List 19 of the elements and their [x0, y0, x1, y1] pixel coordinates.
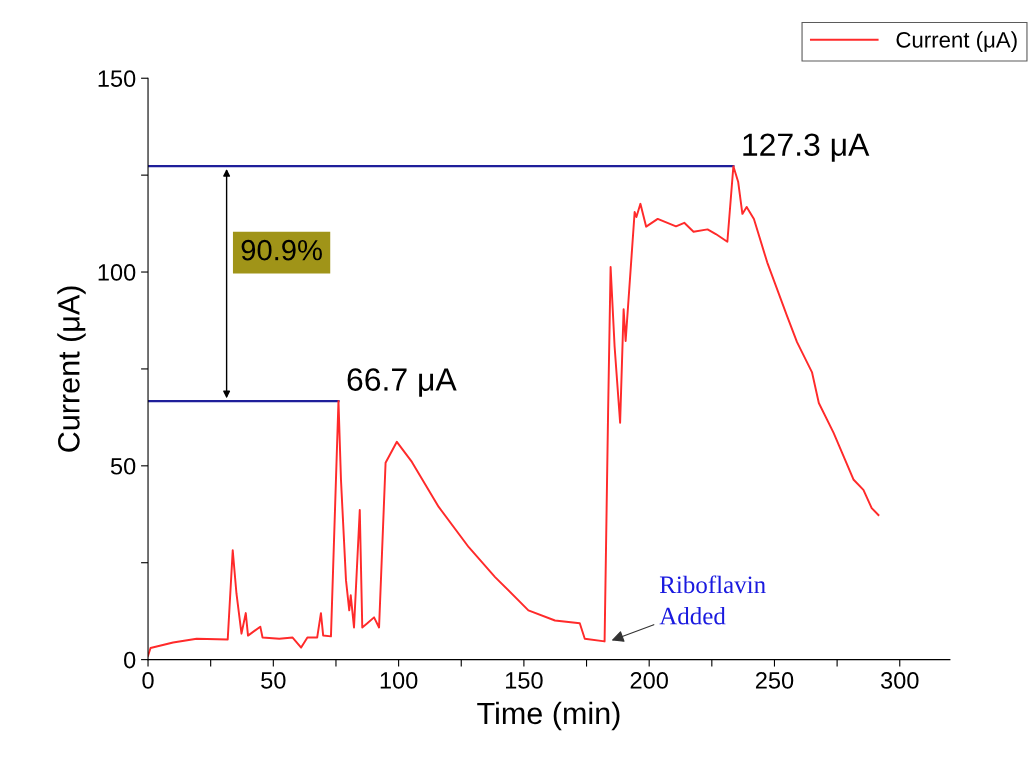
y-tick-label: 0	[124, 651, 136, 669]
y-tick-label: 150	[98, 70, 136, 88]
x-tick-label: 0	[142, 672, 154, 689]
y-tick-label: 50	[110, 457, 136, 475]
y-tick-label: 100	[98, 264, 136, 281]
legend-label: Current (μA)	[896, 31, 1017, 53]
x-axis-title: Time (min)	[477, 701, 620, 731]
x-tick-label: 200	[630, 672, 668, 689]
line-series	[148, 165, 880, 657]
x-tick-label: 300	[880, 672, 919, 689]
ref-line-label: 127.3 μA	[743, 133, 870, 162]
x-tick-label: 250	[755, 672, 794, 689]
annotation: Riboflavin Added	[659, 575, 766, 625]
x-tick-label: 50	[261, 672, 286, 689]
x-tick-label: 100	[380, 672, 418, 689]
annotation: 90.9%	[241, 239, 322, 261]
y-axis-title: Current (μA)	[57, 286, 86, 452]
ref-line-label: 66.7 μA	[347, 368, 457, 397]
x-tick-label: 150	[506, 672, 543, 689]
